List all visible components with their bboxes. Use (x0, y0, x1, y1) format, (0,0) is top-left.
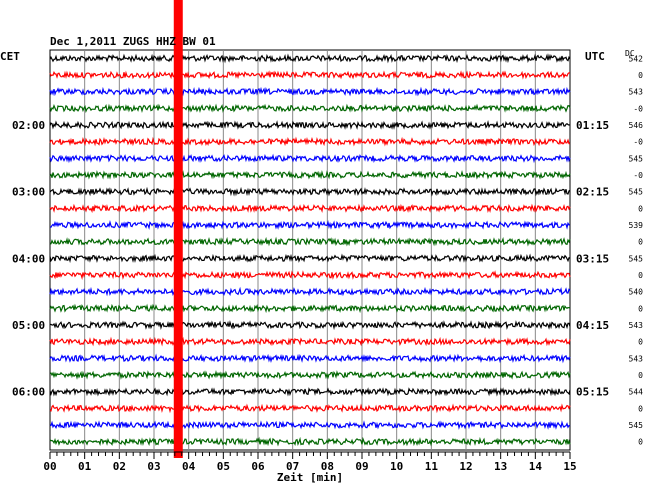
left-time-label: 06:00 (12, 386, 45, 399)
x-tick-label: 01 (78, 460, 92, 473)
x-axis-label: Zeit [min] (277, 471, 343, 484)
x-tick-label: 06 (251, 460, 265, 473)
left-time-label: 04:00 (12, 252, 45, 265)
trace-5 (49, 136, 571, 147)
dc-value: 0 (638, 271, 643, 280)
dc-value: 0 (638, 304, 643, 313)
x-tick-label: 10 (390, 460, 403, 473)
right-time-label: 04:15 (576, 319, 609, 332)
x-tick-label: 09 (355, 460, 368, 473)
right-time-label: 01:15 (576, 119, 609, 132)
trace-20 (49, 387, 571, 397)
x-tick-label: 12 (459, 460, 472, 473)
dc-value: 0 (638, 338, 643, 347)
x-tick-label: 08 (321, 460, 334, 473)
trace-17 (49, 336, 571, 347)
dc-value: 545 (629, 154, 644, 163)
labels: 02:00 03:00 04:00 05:00 06:00 01:15 02:15 03:15… (12, 54, 643, 446)
dc-value: -0 (633, 171, 643, 180)
grid (49, 49, 571, 451)
x-tick-label: 15 (563, 460, 576, 473)
x-tick-label: 14 (529, 460, 543, 473)
x-tick-label: 13 (494, 460, 507, 473)
x-tick-label: 11 (425, 460, 439, 473)
dc-value: 0 (638, 404, 643, 413)
event-marker (173, 0, 183, 458)
dc-label: DC (625, 49, 635, 58)
dc-value: 0 (638, 204, 643, 213)
trace-23 (49, 436, 571, 447)
plot-frame (49, 49, 571, 451)
dc-value: 545 (629, 254, 644, 263)
event-marker-bar (173, 0, 183, 458)
trace-2 (49, 86, 571, 97)
trace-10 (50, 219, 571, 230)
trace-9 (49, 203, 571, 214)
trace-13 (49, 270, 571, 280)
x-tick-label: 04 (182, 460, 196, 473)
right-axis-label: UTC (585, 50, 605, 63)
left-time-label: 02:00 (12, 119, 45, 132)
dc-value: 0 (638, 438, 643, 447)
trace-1 (49, 70, 570, 80)
trace-0 (49, 53, 571, 64)
right-time-label: 02:15 (576, 186, 609, 199)
chart-title: Dec 1,2011 ZUGS HHZ BW 01 (50, 35, 216, 48)
dc-value: 546 (629, 121, 644, 130)
x-tick-label: 00 (43, 460, 56, 473)
x-tick-label: 03 (147, 460, 160, 473)
trace-12 (49, 253, 571, 264)
right-time-label: 05:15 (576, 386, 609, 399)
traces (49, 53, 571, 447)
x-axis: 00 01 02 03 04 05 06 07 08 09 10 11 12 13 14 15 (43, 451, 577, 473)
trace-8 (49, 186, 571, 197)
left-time-label: 05:00 (12, 319, 45, 332)
dc-value: 539 (629, 221, 644, 230)
trace-16 (49, 320, 571, 331)
trace-3 (49, 103, 571, 114)
dc-value: 540 (629, 288, 644, 297)
dc-value: 543 (629, 321, 644, 330)
trace-6 (49, 153, 571, 164)
right-time-label: 03:15 (576, 252, 609, 265)
trace-18 (49, 353, 571, 364)
trace-7 (49, 170, 571, 180)
trace-14 (49, 286, 571, 297)
dc-value: 543 (629, 354, 644, 363)
x-tick-label: 05 (217, 460, 230, 473)
dc-value: 544 (629, 388, 644, 397)
dc-value: -0 (633, 138, 643, 147)
dc-value: 543 (629, 88, 644, 97)
left-time-label: 03:00 (12, 186, 45, 199)
trace-19 (49, 369, 571, 380)
dc-value: 0 (638, 238, 643, 247)
left-axis-label: CET (0, 50, 20, 63)
dc-value: 545 (629, 188, 644, 197)
trace-4 (49, 120, 571, 130)
trace-15 (49, 303, 571, 314)
dc-value: -0 (633, 104, 643, 113)
x-tick-label: 07 (286, 460, 299, 473)
trace-22 (49, 420, 571, 430)
dc-value: 0 (638, 71, 643, 80)
x-tick-label: 02 (113, 460, 126, 473)
trace-21 (49, 403, 571, 414)
dc-value: 542 (629, 54, 644, 63)
trace-11 (49, 236, 571, 247)
dc-value: 0 (638, 371, 643, 380)
dc-value: 545 (629, 421, 644, 430)
